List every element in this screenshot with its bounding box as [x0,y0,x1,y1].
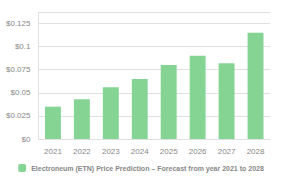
svg-text:2021: 2021 [44,147,62,156]
svg-text:2024: 2024 [131,147,149,156]
svg-text:2022: 2022 [73,147,91,156]
svg-text:$0.1: $0.1 [15,42,31,51]
svg-text:$0: $0 [22,135,31,144]
svg-text:$0.075: $0.075 [6,65,31,74]
svg-text:$0.05: $0.05 [10,88,31,97]
svg-text:Electroneum (ETN) Price Predic: Electroneum (ETN) Price Prediction – For… [31,165,264,173]
svg-text:2023: 2023 [102,147,120,156]
svg-text:2026: 2026 [189,147,207,156]
svg-text:2025: 2025 [160,147,178,156]
svg-text:$0.025: $0.025 [6,111,31,120]
svg-text:$0.125: $0.125 [6,19,31,28]
svg-text:2028: 2028 [247,147,265,156]
svg-text:2027: 2027 [218,147,236,156]
